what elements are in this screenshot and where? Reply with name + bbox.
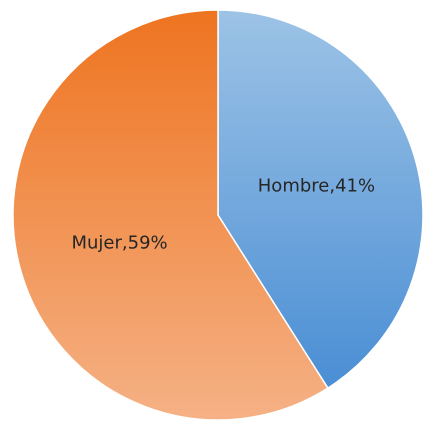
pie-slice (217, 9, 424, 390)
data-label: Hombre,41% (258, 175, 375, 196)
data-label: Mujer,59% (71, 233, 167, 254)
pie-slice (12, 9, 329, 421)
